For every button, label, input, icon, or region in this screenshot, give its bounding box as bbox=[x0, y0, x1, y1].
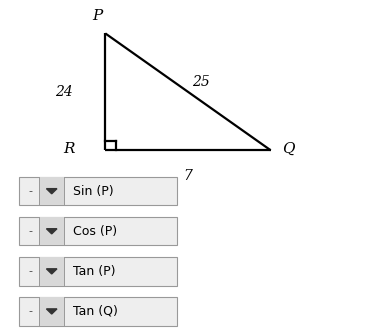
Text: -: - bbox=[28, 186, 32, 196]
Text: 7: 7 bbox=[183, 169, 193, 183]
Polygon shape bbox=[47, 269, 57, 274]
FancyBboxPatch shape bbox=[19, 177, 177, 205]
FancyBboxPatch shape bbox=[39, 257, 64, 286]
FancyBboxPatch shape bbox=[19, 257, 177, 286]
Polygon shape bbox=[47, 229, 57, 234]
Text: Tan (P): Tan (P) bbox=[73, 265, 116, 278]
FancyBboxPatch shape bbox=[39, 177, 64, 205]
Text: Tan (Q): Tan (Q) bbox=[73, 305, 118, 318]
Text: P: P bbox=[92, 9, 103, 23]
Text: 24: 24 bbox=[55, 85, 73, 99]
FancyBboxPatch shape bbox=[39, 217, 64, 245]
Text: Q: Q bbox=[282, 142, 294, 156]
Text: R: R bbox=[64, 142, 75, 156]
Polygon shape bbox=[47, 189, 57, 194]
Polygon shape bbox=[47, 309, 57, 314]
Text: -: - bbox=[28, 267, 32, 276]
FancyBboxPatch shape bbox=[39, 297, 64, 326]
Text: Sin (P): Sin (P) bbox=[73, 185, 114, 198]
Text: -: - bbox=[28, 226, 32, 236]
FancyBboxPatch shape bbox=[19, 297, 177, 326]
Text: 25: 25 bbox=[192, 75, 210, 89]
Text: -: - bbox=[28, 307, 32, 316]
Text: Cos (P): Cos (P) bbox=[73, 225, 117, 238]
FancyBboxPatch shape bbox=[19, 217, 177, 245]
